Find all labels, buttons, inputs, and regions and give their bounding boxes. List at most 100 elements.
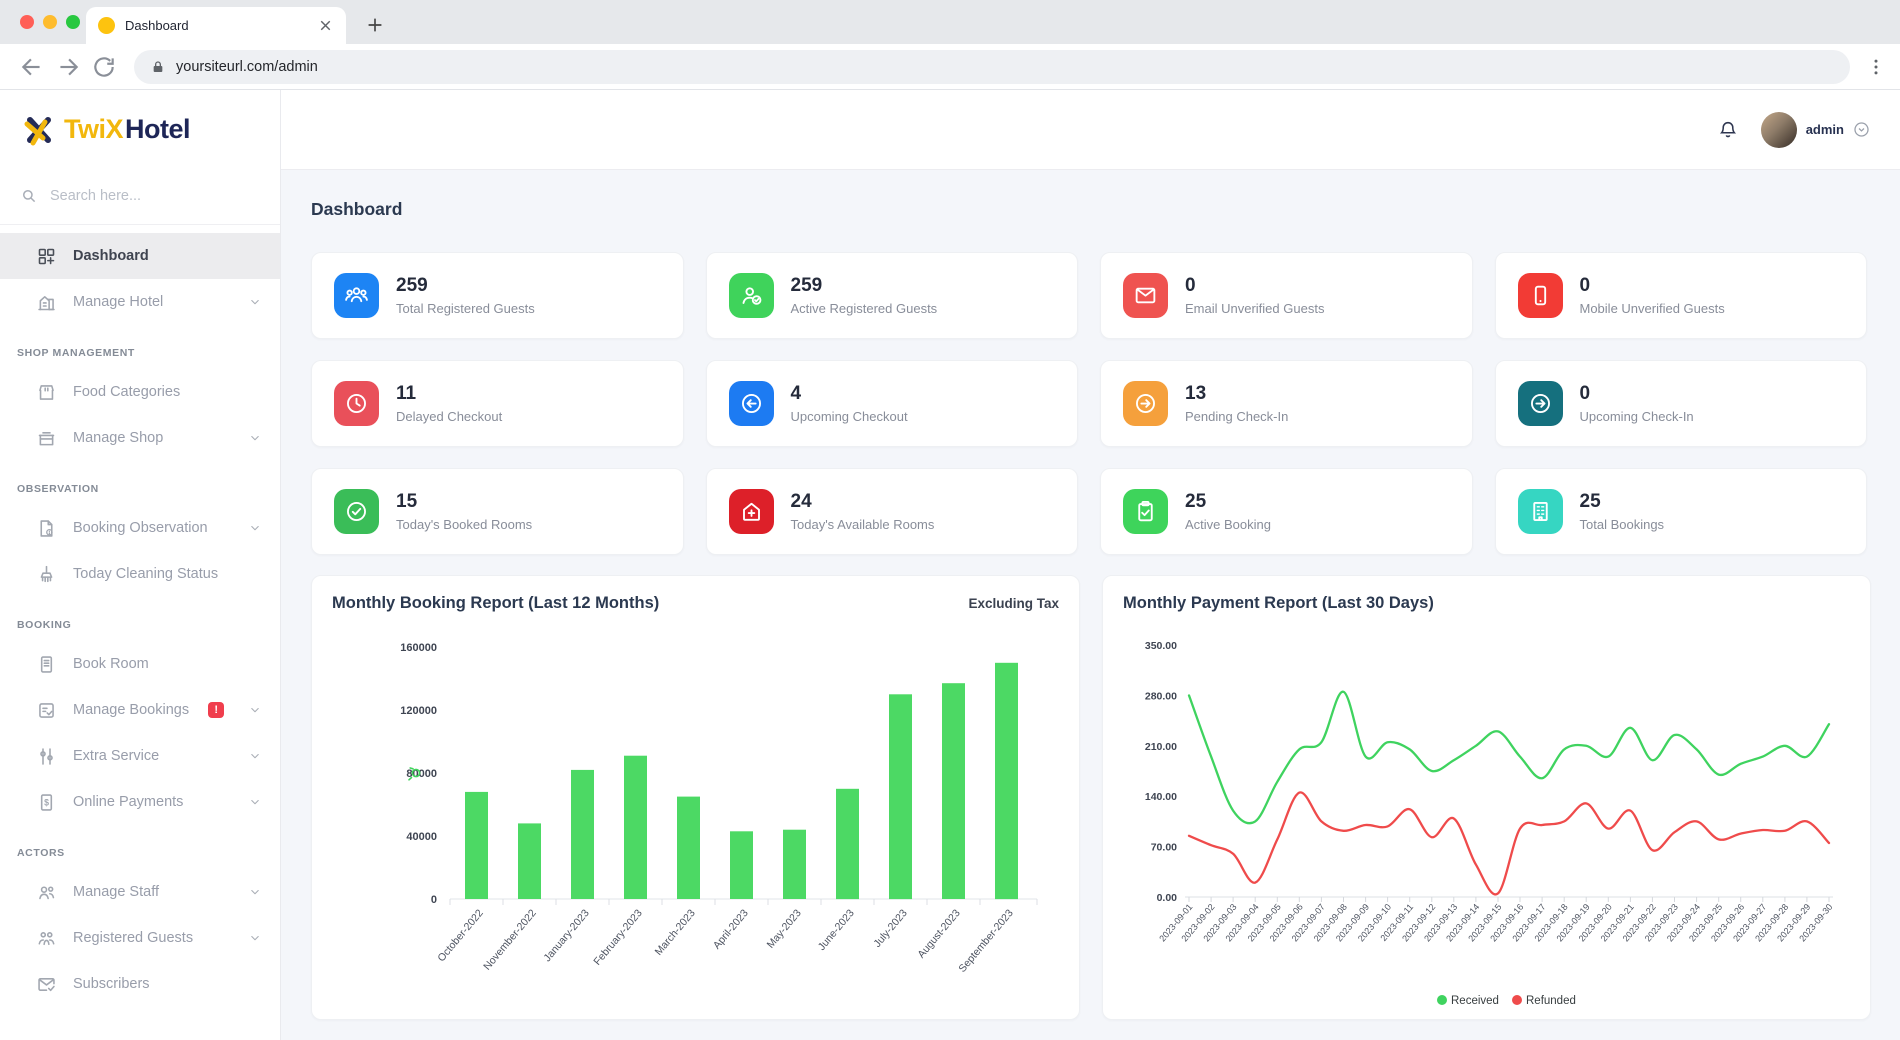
broom-icon <box>36 564 57 585</box>
line-refunded[interactable] <box>1187 791 1831 896</box>
legend-refunded-label[interactable]: Refunded <box>1526 995 1576 1007</box>
charts-row: Monthly Booking Report (Last 12 Months) … <box>311 575 1871 1020</box>
bar-april-2023[interactable] <box>730 831 753 899</box>
line-received[interactable] <box>1187 690 1831 825</box>
close-window-button[interactable] <box>20 15 34 29</box>
stat-card-email-unverified-guests: 0 Email Unverified Guests <box>1100 252 1473 339</box>
sidebar-item-today-cleaning-status[interactable]: Today Cleaning Status <box>0 551 280 597</box>
stat-label: Today's Booked Rooms <box>396 517 533 532</box>
sidebar-item-online-payments[interactable]: $ Online Payments <box>0 779 280 825</box>
search-input[interactable] <box>50 188 220 204</box>
user-menu[interactable]: admin <box>1760 111 1870 148</box>
stat-cards-grid: 259 Total Registered Guests 259 Active Regi… <box>311 252 1867 555</box>
legend: Received Refunded <box>1437 995 1576 1007</box>
bar-chart-svg: 160000 120000 80000 40000 0October-2022Novem… <box>400 642 1038 975</box>
y-tick-label: 40000 <box>406 831 437 843</box>
bar-october-2022[interactable] <box>465 791 488 899</box>
y-tick-label: 160000 <box>400 642 437 654</box>
content: Dashboard 259 Total Registered Guests 259 A… <box>281 169 1900 1020</box>
sidebar-item-label: Online Payments <box>73 794 184 810</box>
sidebar-item-booking-observation[interactable]: Booking Observation <box>0 505 280 551</box>
section-heading-booking: BOOKING <box>17 619 72 631</box>
browser-chrome: Dashboard yoursiteurl.com/admin <box>0 0 1900 90</box>
bar-may-2023[interactable] <box>783 829 806 899</box>
url-bar[interactable]: yoursiteurl.com/admin <box>134 49 1850 84</box>
sidebar-item-label: Food Categories <box>73 384 181 400</box>
phone-icon <box>1517 273 1563 318</box>
chevron-down-icon <box>248 431 262 445</box>
legend-refunded-dot <box>1512 995 1522 1005</box>
arrow-left-circle-icon <box>728 381 774 426</box>
stat-card-active-booking: 25 Active Booking <box>1100 468 1473 555</box>
topbar: admin <box>281 90 1900 169</box>
sidebar-nav: Dashboard Manage Hotel SHOP MANAGEMENT Food… <box>0 225 280 1007</box>
stat-label: Total Registered Guests <box>396 301 535 316</box>
browser-tab[interactable]: Dashboard <box>86 7 346 44</box>
stat-label: Total Bookings <box>1579 517 1665 532</box>
booking-report-card: Monthly Booking Report (Last 12 Months) … <box>311 575 1080 1020</box>
chevron-down-icon <box>248 749 262 763</box>
chevron-down-icon <box>248 931 262 945</box>
page-title: Dashboard <box>311 199 403 219</box>
menu-kebab-icon[interactable] <box>1866 57 1886 77</box>
legend-received-label[interactable]: Received <box>1451 995 1499 1007</box>
chevron-down-icon <box>248 885 262 899</box>
sidebar-item-manage-shop[interactable]: Manage Shop <box>0 415 280 461</box>
username: admin <box>1805 122 1844 137</box>
bar-march-2023[interactable] <box>677 796 700 899</box>
x-tick-label: November-2022 <box>481 907 539 973</box>
forward-icon[interactable] <box>55 54 81 80</box>
new-tab-button[interactable] <box>360 10 390 40</box>
sidebar-item-book-room[interactable]: Book Room <box>0 641 280 687</box>
minimize-window-button[interactable] <box>43 15 57 29</box>
payment-icon: $ <box>36 792 57 813</box>
stat-value: 11 <box>396 383 417 404</box>
bar-august-2023[interactable] <box>942 683 965 899</box>
svg-text:$: $ <box>44 797 49 807</box>
booking-chart-title: Monthly Booking Report (Last 12 Months) <box>332 594 660 612</box>
sidebar-item-dashboard[interactable]: Dashboard <box>0 233 280 279</box>
maximize-window-button[interactable] <box>66 15 80 29</box>
stat-value: 24 <box>790 491 812 512</box>
sidebar-item-manage-staff[interactable]: Manage Staff <box>0 869 280 915</box>
stat-value: 13 <box>1185 383 1207 404</box>
sidebar-item-manage-bookings[interactable]: Manage Bookings! <box>0 687 280 733</box>
bar-july-2023[interactable] <box>889 694 912 900</box>
brand-name-prefix: TwiX <box>64 113 124 144</box>
bar-september-2023[interactable] <box>995 662 1018 900</box>
search-icon <box>23 190 36 203</box>
stat-card-today-s-available-rooms: 24 Today's Available Rooms <box>705 468 1078 555</box>
reload-icon[interactable] <box>91 54 117 80</box>
check-circle-icon <box>334 489 379 534</box>
currency-icon <box>408 767 421 781</box>
bar-february-2023[interactable] <box>624 755 647 899</box>
notifications-bell-icon[interactable] <box>1717 119 1739 141</box>
clipboard-check-icon <box>1123 489 1168 534</box>
sidebar-item-registered-guests[interactable]: Registered Guests <box>0 915 280 961</box>
stat-value: 0 <box>1185 275 1196 296</box>
stat-value: 0 <box>1579 383 1591 404</box>
back-icon[interactable] <box>19 54 45 80</box>
bar-november-2022[interactable] <box>518 823 541 899</box>
stat-label: Upcoming Checkout <box>790 409 908 424</box>
y-tick-label: 0 <box>431 894 437 906</box>
sidebar-item-extra-service[interactable]: Extra Service <box>0 733 280 779</box>
sidebar-item-subscribers[interactable]: Subscribers <box>0 961 280 1007</box>
stat-value: 4 <box>790 383 802 404</box>
sidebar-item-manage-hotel[interactable]: Manage Hotel <box>0 279 280 325</box>
stat-label: Active Registered Guests <box>790 301 938 316</box>
tab-close-icon[interactable] <box>317 17 334 34</box>
x-tick-label: April-2023 <box>711 907 751 951</box>
stat-card-active-registered-guests: 259 Active Registered Guests <box>705 252 1078 339</box>
stat-value: 259 <box>790 275 823 296</box>
bar-june-2023[interactable] <box>836 788 859 900</box>
sidebar-item-food-categories[interactable]: Food Categories <box>0 369 280 415</box>
bar-january-2023[interactable] <box>571 769 594 899</box>
stat-card-today-s-booked-rooms: 15 Today's Booked Rooms <box>311 468 684 555</box>
lock-icon <box>150 59 166 75</box>
chevron-down-icon <box>248 795 262 809</box>
sidebar-item-label: Subscribers <box>73 976 150 992</box>
stat-card-mobile-unverified-guests: 0 Mobile Unverified Guests <box>1494 252 1867 339</box>
brand-logo[interactable]: TwiX Hotel <box>0 90 280 168</box>
